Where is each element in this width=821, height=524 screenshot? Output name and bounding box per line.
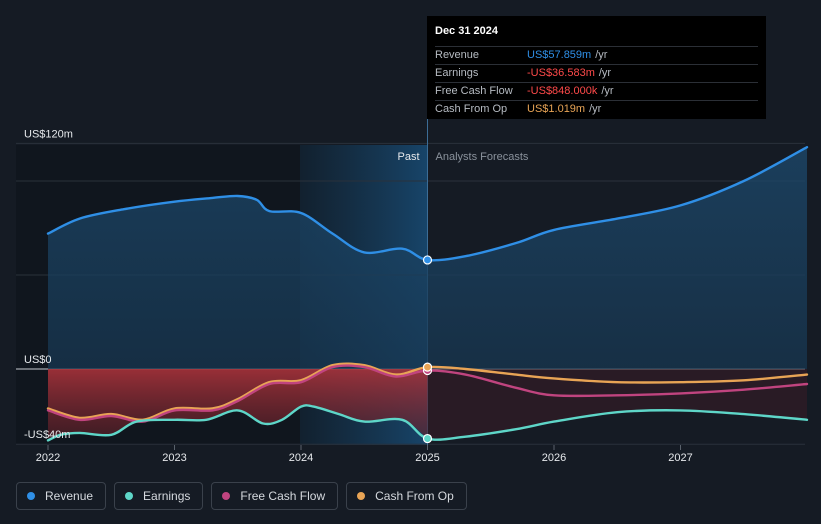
tooltip-row-earnings: Earnings -US$36.583m /yr bbox=[435, 65, 758, 83]
legend-dot-icon bbox=[357, 492, 366, 500]
x-tick-label: 2026 bbox=[542, 452, 566, 464]
tooltip-unit: /yr bbox=[589, 103, 602, 115]
x-tick-label: 2027 bbox=[668, 452, 692, 464]
legend-label: Revenue bbox=[45, 489, 94, 503]
marker-cash-from-op bbox=[422, 362, 433, 372]
legend-label: Earnings bbox=[143, 489, 191, 503]
tooltip-value: -US$36.583m bbox=[527, 67, 595, 79]
tooltip-label: Free Cash Flow bbox=[435, 85, 513, 97]
series-line-earnings bbox=[46, 404, 809, 442]
tooltip-label: Earnings bbox=[435, 67, 479, 79]
legend-dot-icon bbox=[27, 492, 35, 500]
tooltip-value: US$57.859m bbox=[527, 49, 592, 61]
tooltip-unit: /yr bbox=[598, 67, 612, 79]
x-tick-label: 2025 bbox=[415, 452, 439, 464]
loss-area-past bbox=[48, 369, 428, 441]
marker-earnings bbox=[422, 433, 433, 444]
legend-item-free-cash-flow[interactable]: Free Cash Flow bbox=[211, 482, 339, 510]
forecast-label: Analysts Forecasts bbox=[436, 151, 529, 163]
tooltip-row-cash-from-op: Cash From Op US$1.019m /yr bbox=[435, 101, 758, 118]
x-tick-label: 2022 bbox=[36, 452, 60, 464]
tooltip-unit: /yr bbox=[595, 49, 608, 61]
tooltip-value: -US$848.000k bbox=[527, 85, 598, 97]
legend-item-revenue[interactable]: Revenue bbox=[16, 482, 107, 510]
x-tick-label: 2024 bbox=[289, 452, 313, 464]
legend-label: Cash From Op bbox=[375, 489, 454, 503]
legend-dot-icon bbox=[222, 492, 231, 500]
loss-area-forecast bbox=[427, 369, 807, 439]
x-tick-label: 2023 bbox=[162, 452, 186, 464]
legend-item-cash-from-op[interactable]: Cash From Op bbox=[346, 482, 467, 510]
tooltip-row-revenue: Revenue US$57.859m /yr bbox=[435, 47, 758, 65]
revenue-area bbox=[48, 147, 807, 369]
series-line-revenue bbox=[46, 146, 809, 262]
legend-dot-icon bbox=[125, 492, 134, 500]
marker-revenue bbox=[422, 255, 433, 265]
past-label: Past bbox=[397, 151, 419, 163]
tooltip-label: Cash From Op bbox=[435, 103, 508, 115]
y-axis-label: US$120m bbox=[24, 128, 73, 140]
tooltip-date: Dec 31 2024 bbox=[435, 24, 758, 47]
legend: Revenue Earnings Free Cash Flow Cash Fro… bbox=[16, 482, 467, 510]
legend-item-earnings[interactable]: Earnings bbox=[114, 482, 204, 510]
tooltip: Dec 31 2024 Revenue US$57.859m /yr Earni… bbox=[427, 16, 766, 119]
tooltip-unit: /yr bbox=[601, 85, 614, 97]
y-axis-label: US$0 bbox=[24, 354, 52, 366]
y-axis-label: -US$40m bbox=[24, 429, 70, 441]
tooltip-value: US$1.019m bbox=[527, 103, 586, 115]
tooltip-row-free-cash-flow: Free Cash Flow -US$848.000k /yr bbox=[435, 83, 758, 101]
tooltip-label: Revenue bbox=[435, 49, 480, 61]
legend-label: Free Cash Flow bbox=[240, 489, 326, 503]
